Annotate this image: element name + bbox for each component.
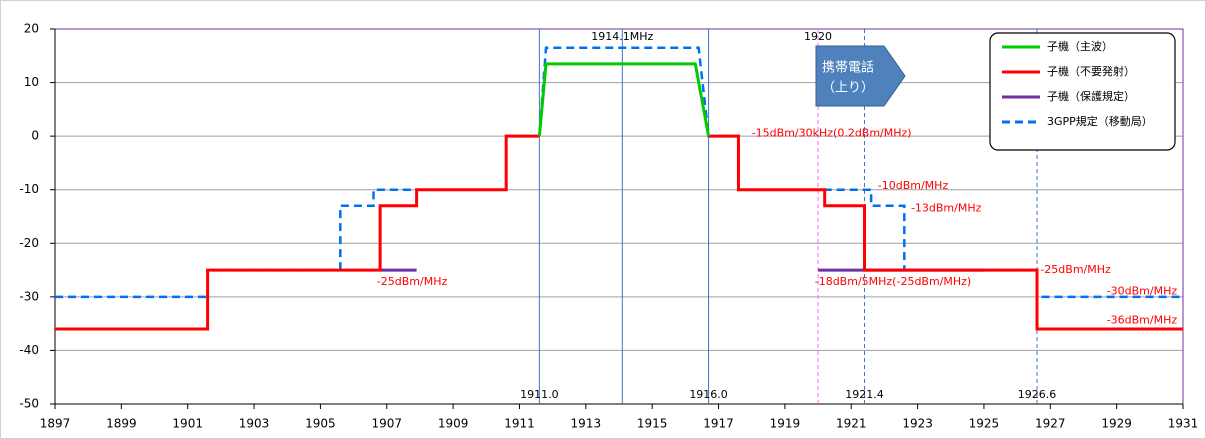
x-tick-label: 1919	[770, 417, 801, 431]
x-tick-label: 1917	[703, 417, 734, 431]
legend-box	[989, 32, 1176, 151]
series-line	[55, 46, 1183, 299]
reference-label: 1926.6	[1018, 388, 1057, 401]
annotation: -10dBm/MHz	[878, 179, 949, 192]
y-tick-label: -20	[19, 236, 39, 250]
arrow-shape	[815, 45, 906, 107]
x-tick-label: 1901	[172, 417, 203, 431]
x-tick-label: 1921	[836, 417, 867, 431]
annotation: -15dBm/30kHz(0.2dBm/MHz)	[752, 126, 912, 139]
legend-label: 3GPP規定（移動局）	[1047, 114, 1153, 128]
reference-label: 1916.0	[689, 388, 728, 401]
x-tick-label: 1931	[1168, 417, 1199, 431]
reference-label: 1914.1MHz	[591, 30, 653, 43]
x-tick-label: 1899	[106, 417, 137, 431]
legend-label: 子機（不要発射）	[1047, 64, 1135, 78]
annotation: -13dBm/MHz	[911, 201, 982, 214]
x-tick-label: 1909	[438, 417, 469, 431]
reference-label: 1920	[804, 30, 832, 43]
x-tick-label: 1913	[571, 417, 602, 431]
callout-line: （上り）	[822, 81, 874, 96]
x-tick-label: 1897	[40, 417, 71, 431]
series-line	[55, 134, 1183, 331]
x-tick-label: 1911	[504, 417, 535, 431]
callout-line: 携帯電話	[822, 60, 874, 76]
reference-label: 1911.0	[520, 388, 559, 401]
reference-label: 1921.4	[845, 388, 884, 401]
y-tick-label: -50	[19, 397, 39, 411]
x-tick-label: 1923	[902, 417, 933, 431]
x-tick-label: 1905	[305, 417, 336, 431]
legend-label: 子機（主波）	[1047, 39, 1113, 53]
annotation: -18dBm/5MHz(-25dBm/MHz)	[815, 275, 972, 288]
y-tick-label: -30	[19, 289, 39, 303]
y-tick-label: 20	[24, 22, 39, 36]
x-tick-label: 1925	[969, 417, 1000, 431]
x-tick-label: 1915	[637, 417, 668, 431]
x-tick-label: 1927	[1035, 417, 1066, 431]
y-tick-label: 0	[31, 129, 39, 143]
annotation: -25dBm/MHz	[1040, 263, 1111, 276]
annotation: -25dBm/MHz	[377, 275, 448, 288]
band-arrow: 携帯電話 （上り）	[815, 45, 906, 107]
legend-label: 子機（保護規定）	[1047, 89, 1135, 103]
series-line	[537, 62, 711, 137]
annotation: -30dBm/MHz	[1107, 285, 1178, 298]
y-tick-label: -10	[19, 182, 39, 196]
x-tick-label: 1903	[239, 417, 270, 431]
x-tick-label: 1907	[371, 417, 402, 431]
annotation: -36dBm/MHz	[1107, 313, 1178, 326]
y-tick-label: 10	[24, 75, 39, 89]
y-tick-label: -40	[19, 343, 39, 357]
x-tick-label: 1929	[1101, 417, 1132, 431]
